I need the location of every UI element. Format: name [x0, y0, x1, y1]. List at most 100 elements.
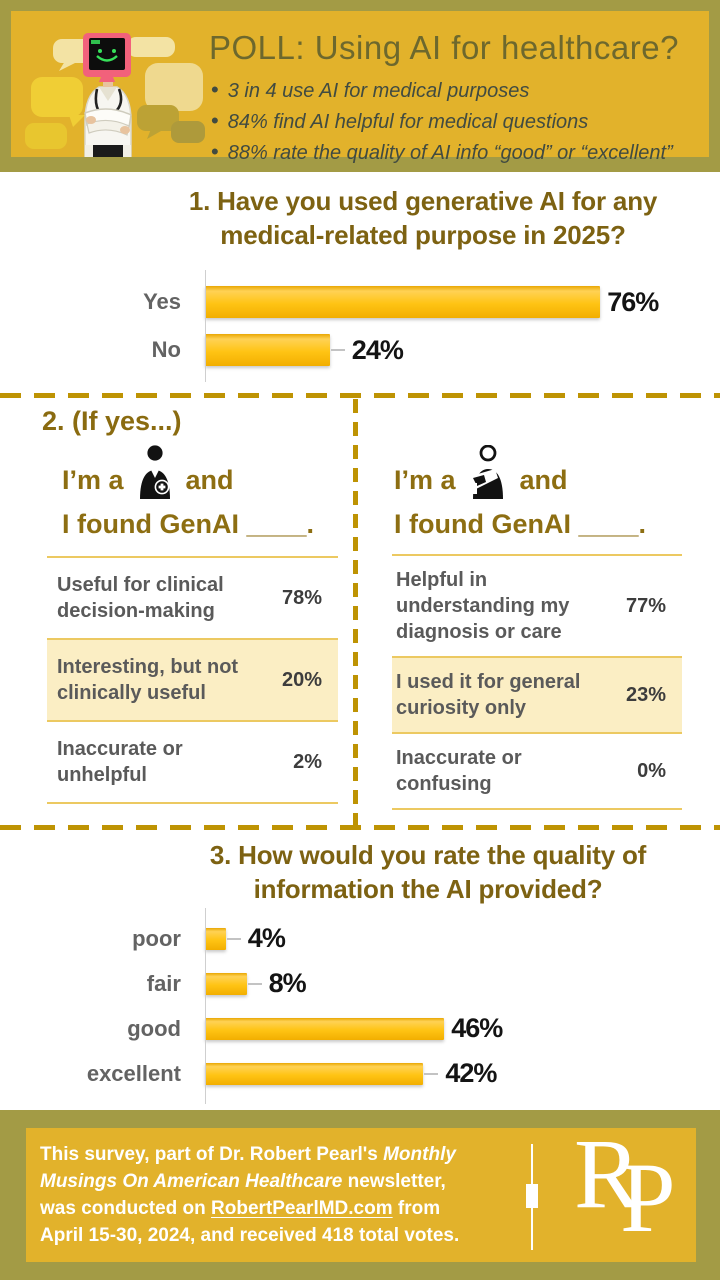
- bar-value-label: 76%: [607, 286, 659, 317]
- footer-text-segment: was conducted on: [40, 1198, 212, 1219]
- row-label: Useful for clinical decision-making: [57, 574, 224, 622]
- question3-title: 3. How would you rate the quality of inf…: [138, 838, 718, 906]
- doctor-intro: I’m a and I found GenAI ____.: [62, 445, 315, 542]
- question1-title-line2: medical-related purpose in 2025?: [220, 220, 626, 250]
- leader-line: [330, 349, 345, 351]
- patient-intro: I’m a and I found GenAI ____.: [394, 445, 647, 542]
- patient-intro-line2: I found GenAI ____.: [394, 509, 647, 539]
- table-row-highlighted: I used it for general curiosity only 23%: [392, 656, 682, 732]
- bar-excellent: [205, 1062, 424, 1085]
- footer-attribution-text: This survey, part of Dr. Robert Pearl's …: [40, 1141, 530, 1249]
- footer-line: April 15-30, 2024, and received 418 tota…: [40, 1222, 530, 1249]
- speech-bubbles: [25, 37, 205, 149]
- bar-category-label: No: [151, 337, 181, 362]
- patient-results-table: Helpful in understanding my diagnosis or…: [392, 554, 682, 810]
- leader-line: [247, 982, 262, 985]
- header-bullet: • 84% find AI helpful for medical questi…: [211, 106, 673, 137]
- bar-category-label: poor: [132, 925, 181, 951]
- table-row: Inaccurate or unhelpful 2%: [47, 720, 338, 802]
- bullet-text: 3 in 4 use AI for medical purposes: [227, 80, 530, 102]
- bar-yes: [205, 286, 601, 318]
- doctor-mascot-illustration: [25, 33, 205, 157]
- row-value: 77%: [625, 594, 666, 617]
- dashed-divider: [0, 825, 720, 830]
- leader-line: [226, 937, 241, 940]
- bar-value-label: 8%: [268, 968, 307, 998]
- doctor-intro-mid: and: [185, 465, 234, 495]
- bar-row-poor: poor 4%: [0, 916, 720, 961]
- bar-good: [205, 1017, 445, 1040]
- row-label: Helpful in understanding my diagnosis or…: [396, 569, 570, 643]
- bar-category-label: Yes: [143, 289, 181, 314]
- page-title: POLL: Using AI for healthcare?: [209, 29, 679, 66]
- dashed-column-divider: [353, 399, 358, 825]
- footer-line: Musings On American Healthcare newslette…: [40, 1168, 530, 1195]
- row-label: Inaccurate or unhelpful: [57, 738, 183, 786]
- leader-line: [424, 1072, 439, 1075]
- bar-row-yes: Yes 76%: [0, 278, 720, 326]
- header-bullet: • 88% rate the quality of AI info “good”…: [211, 137, 673, 168]
- row-label: Interesting, but not clinically useful: [57, 656, 239, 704]
- patient-icon: [469, 445, 503, 499]
- footer-line: This survey, part of Dr. Robert Pearl's …: [40, 1141, 530, 1168]
- bar-value-label: 42%: [445, 1058, 497, 1088]
- row-value: 20%: [281, 668, 322, 691]
- question2-heading: 2. (If yes...): [42, 406, 182, 436]
- bar-value-label: 24%: [351, 334, 404, 365]
- header-band: POLL: Using AI for healthcare? • 3 in 4 …: [0, 0, 720, 172]
- bullet-text: 84% find AI helpful for medical question…: [227, 111, 589, 133]
- row-label: I used it for general curiosity only: [396, 671, 581, 719]
- doctor-icon: [139, 445, 170, 499]
- dashed-divider: [0, 393, 720, 398]
- bar-category-label: excellent: [86, 1060, 181, 1086]
- bar-row-good: good 46%: [0, 1006, 720, 1051]
- bar-category-label: fair: [146, 970, 181, 996]
- rp-logo-letter-p: P: [620, 1142, 676, 1253]
- bar-category-label: good: [127, 1015, 181, 1041]
- bar-value-label: 46%: [451, 1013, 503, 1043]
- bar-value-label: 4%: [247, 923, 286, 953]
- table-row: Inaccurate or confusing 0%: [392, 732, 682, 808]
- header-bullet: • 3 in 4 use AI for medical purposes: [211, 75, 673, 106]
- question1-title: 1. Have you used generative AI for any m…: [130, 184, 716, 252]
- question3-bar-chart: poor 4% fair 8% good 46% excellent: [0, 908, 720, 1104]
- footer-text-segment: from: [392, 1198, 441, 1219]
- bullet-dot-icon: •: [211, 139, 219, 164]
- bar-poor: [205, 927, 226, 950]
- header-bullet-list: • 3 in 4 use AI for medical purposes • 8…: [211, 75, 673, 168]
- bar-row-no: No 24%: [0, 326, 720, 374]
- footer-card: This survey, part of Dr. Robert Pearl's …: [26, 1124, 696, 1262]
- bar-row-excellent: excellent 42%: [0, 1051, 720, 1096]
- row-label: Inaccurate or confusing: [396, 747, 522, 795]
- table-row: Useful for clinical decision-making 78%: [47, 558, 338, 638]
- bar-row-fair: fair 8%: [0, 961, 720, 1006]
- bullet-dot-icon: •: [211, 77, 219, 102]
- question3-title-line2: information the AI provided?: [253, 874, 603, 904]
- row-value: 78%: [281, 586, 322, 609]
- doctor-figure: [83, 33, 132, 157]
- row-value: 0%: [637, 759, 666, 782]
- patient-intro-mid: and: [519, 465, 568, 495]
- website-link[interactable]: RobertPearlMD.com: [211, 1198, 393, 1219]
- footer-band: This survey, part of Dr. Robert Pearl's …: [0, 1110, 720, 1280]
- question1-title-line1: 1. Have you used generative AI for any: [188, 186, 658, 216]
- patient-intro-pre: I’m a: [394, 465, 456, 495]
- footer-text-segment: newsletter,: [342, 1171, 446, 1192]
- doctor-intro-line2: I found GenAI ____.: [62, 509, 315, 539]
- table-row-highlighted: Interesting, but not clinically useful 2…: [47, 638, 338, 720]
- doctor-results-table: Useful for clinical decision-making 78% …: [47, 556, 338, 804]
- table-row: Helpful in understanding my diagnosis or…: [392, 556, 682, 656]
- doctor-intro-pre: I’m a: [62, 465, 124, 495]
- bar-fair: [205, 972, 247, 995]
- question1-bar-chart: Yes 76% No 24%: [0, 270, 720, 382]
- question3-title-line1: 3. How would you rate the quality of: [209, 840, 647, 870]
- bullet-text: 88% rate the quality of AI info “good” o…: [227, 142, 673, 164]
- footer-text-segment: Monthly: [383, 1144, 456, 1165]
- header-card: POLL: Using AI for healthcare? • 3 in 4 …: [11, 11, 709, 164]
- row-value: 23%: [625, 683, 666, 706]
- bar-no: [205, 334, 330, 366]
- footer-text-segment: Musings On American Healthcare: [40, 1171, 343, 1192]
- footer-divider-accent: [526, 1184, 538, 1208]
- bullet-dot-icon: •: [211, 108, 219, 133]
